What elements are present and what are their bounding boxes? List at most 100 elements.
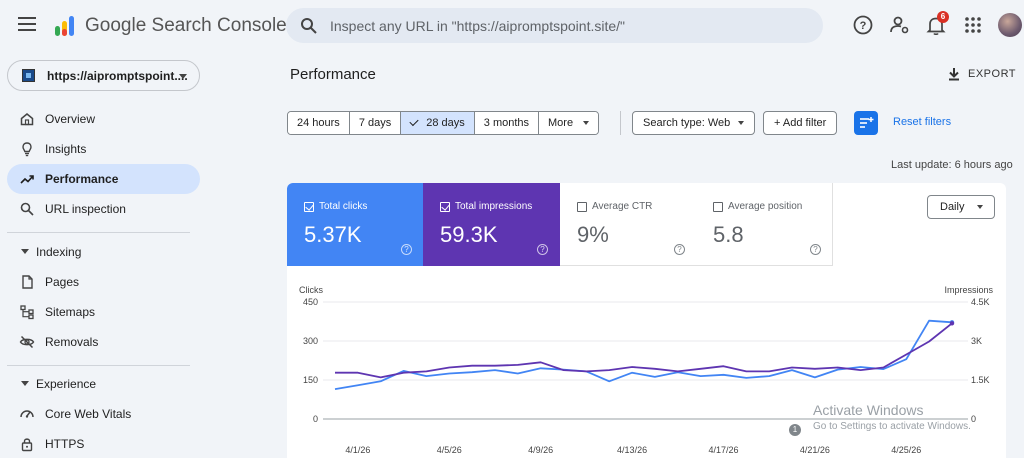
- range-3-months[interactable]: 3 months: [474, 112, 540, 134]
- sidebar-item-performance[interactable]: Performance: [7, 164, 200, 194]
- chevron-down-icon: [583, 121, 590, 125]
- check-icon: [409, 116, 419, 127]
- page-title: Performance: [290, 66, 376, 83]
- metric-label: Total clicks: [319, 201, 368, 212]
- avatar[interactable]: [998, 13, 1022, 37]
- section-experience[interactable]: Experience: [7, 371, 200, 397]
- search-icon: [20, 202, 34, 216]
- sitemap-icon: [20, 305, 34, 320]
- section-indexing[interactable]: Indexing: [7, 239, 200, 265]
- sidebar-item-insights[interactable]: Insights: [7, 134, 200, 164]
- series-line-clicks: [334, 319, 953, 390]
- sidebar-item-label: Insights: [45, 142, 87, 156]
- lock-icon: [21, 438, 33, 452]
- sidebar-item-removals[interactable]: Removals: [7, 327, 200, 357]
- x-tick-label: 4/9/26: [528, 445, 553, 455]
- notification-count-badge: 6: [937, 11, 949, 23]
- sidebar-item-label: Core Web Vitals: [45, 407, 132, 421]
- y-right-tick-label: 1.5K: [971, 375, 990, 385]
- help-icon[interactable]: ?: [674, 244, 685, 255]
- manage-accounts-icon[interactable]: [889, 14, 911, 36]
- sidebar: https://aipromptspoint.... Overview Insi…: [0, 52, 210, 458]
- lightbulb-icon: [22, 142, 32, 157]
- download-icon: [949, 68, 959, 81]
- url-inspect-search[interactable]: [286, 8, 823, 43]
- metric-average-ctr[interactable]: Average CTR 9% ?: [560, 183, 697, 266]
- metric-value: 9%: [577, 222, 609, 247]
- chevron-down-icon: [977, 205, 983, 209]
- caret-down-icon: [21, 249, 29, 254]
- y-left-tick-label: 150: [303, 375, 318, 385]
- checkbox-unchecked-icon: [713, 202, 723, 212]
- metric-average-position[interactable]: Average position 5.8 ?: [696, 183, 833, 266]
- granularity-dropdown[interactable]: Daily: [927, 195, 995, 219]
- gauge-icon: [20, 410, 34, 418]
- y-right-tick-label: 4.5K: [971, 297, 990, 307]
- metric-total-clicks[interactable]: Total clicks 5.37K ?: [287, 183, 424, 266]
- range-label: More: [548, 117, 574, 129]
- range-more[interactable]: More: [539, 112, 599, 134]
- sidebar-item-core-web-vitals[interactable]: Core Web Vitals: [7, 399, 200, 429]
- sidebar-item-sitemaps[interactable]: Sitemaps: [7, 297, 200, 327]
- sidebar-divider: [7, 365, 190, 366]
- x-tick-label: 4/13/26: [617, 445, 647, 455]
- range-24-hours[interactable]: 24 hours: [288, 112, 350, 134]
- y-left-tick-label: 0: [313, 414, 318, 424]
- y-right-axis-title: Impressions: [944, 285, 993, 295]
- add-filter-button[interactable]: + Add filter: [763, 111, 838, 135]
- granularity-label: Daily: [940, 201, 965, 213]
- checkbox-unchecked-icon: [577, 202, 587, 212]
- sidebar-divider: [7, 232, 190, 233]
- sidebar-item-overview[interactable]: Overview: [7, 104, 200, 134]
- property-selector[interactable]: https://aipromptspoint....: [7, 60, 200, 91]
- sidebar-item-label: Overview: [45, 112, 96, 126]
- sidebar-item-label: Removals: [45, 335, 99, 349]
- series-line-impressions: [335, 322, 953, 379]
- filter-list-icon: [860, 117, 874, 128]
- sidebar-item-https[interactable]: HTTPS: [7, 429, 200, 458]
- help-icon[interactable]: ?: [852, 14, 874, 36]
- sidebar-item-label: HTTPS: [45, 437, 85, 451]
- help-icon[interactable]: ?: [810, 244, 821, 255]
- y-left-tick-label: 450: [303, 297, 318, 307]
- checkbox-checked-icon: [440, 202, 450, 212]
- section-label: Indexing: [36, 245, 82, 259]
- metric-value: 5.8: [713, 222, 744, 247]
- home-icon: [20, 113, 34, 126]
- metric-label: Total impressions: [455, 201, 533, 212]
- x-tick-label: 4/25/26: [891, 445, 921, 455]
- reset-filters-link[interactable]: Reset filters: [893, 116, 952, 128]
- trending-up-icon: [20, 175, 34, 184]
- x-tick-label: 4/1/26: [345, 445, 370, 455]
- sidebar-item-label: Pages: [45, 275, 80, 289]
- help-icon[interactable]: ?: [537, 244, 548, 255]
- search-type-filter[interactable]: Search type: Web: [632, 111, 756, 135]
- y-left-axis-title: Clicks: [299, 285, 323, 295]
- notification-badge: 1: [789, 424, 801, 436]
- export-label: EXPORT: [968, 68, 1017, 80]
- filter-options-button[interactable]: [854, 111, 878, 135]
- eye-off-icon: [19, 335, 35, 349]
- metric-label: Average CTR: [592, 201, 653, 212]
- sidebar-item-pages[interactable]: Pages: [7, 267, 200, 297]
- sidebar-item-url-inspection[interactable]: URL inspection: [7, 194, 200, 224]
- sidebar-item-label: Sitemaps: [45, 305, 96, 319]
- date-range-selector: 24 hours 7 days 28 days 3 months More: [287, 111, 600, 135]
- range-7-days[interactable]: 7 days: [349, 112, 402, 134]
- x-tick-label: 4/21/26: [800, 445, 830, 455]
- toolbar-divider: [620, 111, 621, 135]
- y-right-tick-label: 0: [971, 414, 976, 424]
- x-tick-label: 4/17/26: [708, 445, 738, 455]
- apps-grid-icon[interactable]: [962, 14, 984, 36]
- metric-total-impressions[interactable]: Total impressions 59.3K ?: [423, 183, 560, 266]
- chevron-down-icon: [179, 74, 187, 79]
- menu-icon[interactable]: [18, 17, 36, 31]
- range-28-days[interactable]: 28 days: [401, 112, 475, 134]
- property-label: https://aipromptspoint....: [47, 69, 188, 83]
- bell-icon[interactable]: [925, 14, 947, 36]
- metric-value: 59.3K: [440, 222, 498, 247]
- performance-card: Total clicks 5.37K ? Total impressions 5…: [287, 183, 1006, 458]
- help-icon[interactable]: ?: [401, 244, 412, 255]
- search-input[interactable]: [330, 8, 810, 43]
- y-left-tick-label: 300: [303, 336, 318, 346]
